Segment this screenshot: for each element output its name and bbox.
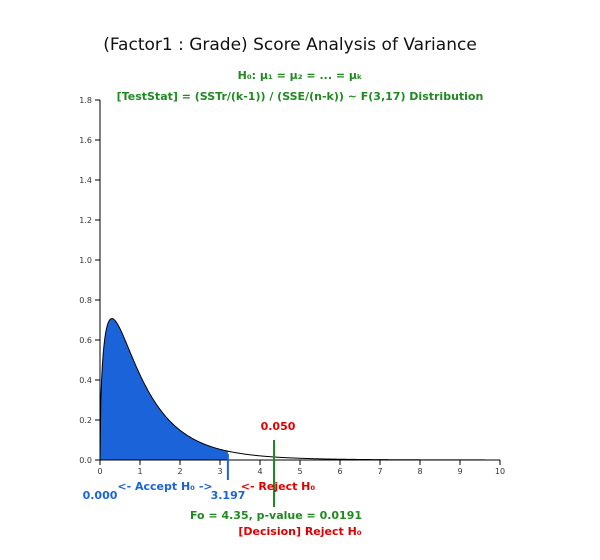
- test-statistic: [TestStat] = (SSTr/(k-1)) / (SSE/(n-k)) …: [117, 90, 484, 103]
- x-tick-label: 8: [417, 467, 422, 476]
- x-tick-label: 0: [97, 467, 102, 476]
- y-tick-label: 0.2: [79, 416, 92, 425]
- null-hypothesis: H₀: μ₁ = μ₂ = ... = μₖ: [238, 69, 363, 82]
- y-tick-label: 1.8: [79, 96, 92, 105]
- y-tick-label: 1.4: [79, 176, 92, 185]
- x-tick-label: 4: [257, 467, 262, 476]
- y-tick-label: 0.8: [79, 296, 92, 305]
- y-tick-label: 0.0: [79, 456, 92, 465]
- y-tick-label: 1.2: [79, 216, 92, 225]
- accept-region-label: <- Accept H₀ ->: [117, 480, 212, 493]
- decision-label: [Decision] Reject H₀: [238, 525, 361, 538]
- y-tick-label: 1.0: [79, 256, 92, 265]
- lower-bound-label: 0.000: [83, 489, 118, 502]
- x-tick-label: 2: [177, 467, 182, 476]
- x-tick-label: 1: [137, 467, 142, 476]
- alpha-label: 0.050: [261, 420, 296, 433]
- critical-value-label: 3.197: [211, 489, 246, 502]
- x-tick-label: 7: [377, 467, 382, 476]
- y-tick-label: 1.6: [79, 136, 92, 145]
- x-tick-label: 5: [297, 467, 302, 476]
- x-tick-label: 9: [457, 467, 462, 476]
- reject-region-label: <- Reject H₀: [241, 480, 316, 493]
- acceptance-area: [100, 318, 228, 460]
- x-tick-label: 10: [495, 467, 505, 476]
- x-tick-label: 6: [337, 467, 342, 476]
- y-tick-label: 0.4: [79, 376, 92, 385]
- y-tick-label: 0.6: [79, 336, 92, 345]
- x-tick-label: 3: [217, 467, 222, 476]
- plot-marks: 0 1 2 3 4 5 6 7 8 9 10 0.0 0.2 0.4 0.6 0.8 1.0 1.2 1.4 1.6 1…: [79, 96, 505, 507]
- chart-title: (Factor1 : Grade) Score Analysis of Vari…: [103, 35, 477, 55]
- observed-statistic-label: Fo = 4.35, p-value = 0.0191: [190, 509, 362, 522]
